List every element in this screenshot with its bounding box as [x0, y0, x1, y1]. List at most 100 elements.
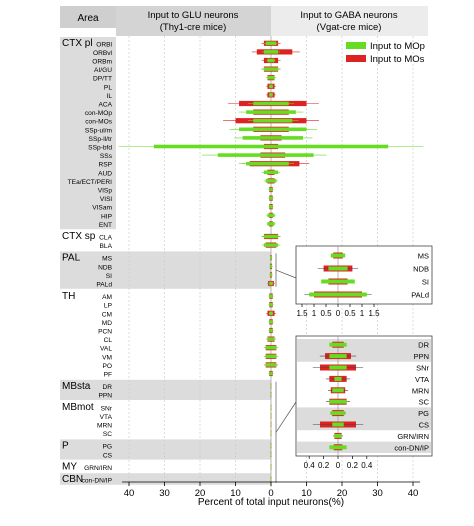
- glu-header-box: [116, 6, 271, 36]
- row-label: MRN: [97, 423, 112, 430]
- inset-row-label: SNr: [416, 364, 429, 373]
- inset-bar-mop: [329, 445, 347, 450]
- legend-swatch-mos: [346, 55, 366, 62]
- row-label: NDB: [98, 264, 113, 271]
- group-label: MY: [62, 462, 77, 473]
- row-label: SSs: [100, 153, 113, 160]
- inset-row-label: MS: [418, 252, 429, 261]
- inset-tick-label: 0: [336, 309, 341, 318]
- tick-label: 10: [230, 488, 241, 499]
- gaba-header-box: [271, 6, 428, 36]
- row-label: CM: [102, 311, 112, 318]
- inset-tick-label: 0: [336, 461, 341, 470]
- inset-row-label: MRN: [412, 386, 429, 395]
- inset-bar-mop: [329, 354, 347, 359]
- group-label: TH: [62, 291, 75, 302]
- inset-band: [297, 441, 431, 453]
- inset-bar-mop: [329, 399, 347, 404]
- tick-label: 40: [408, 488, 419, 499]
- row-label: PO: [102, 363, 112, 370]
- area-header-box: [60, 6, 116, 28]
- x-axis: 40 30 20 10 0 10 20 30 40: [121, 481, 421, 499]
- row-label: LP: [104, 303, 113, 310]
- row-label: con-MOp: [85, 110, 112, 117]
- row-label: SI: [106, 273, 112, 280]
- row-label: RSP: [98, 162, 112, 169]
- row-label: BLA: [100, 243, 113, 250]
- inset-row-label: SC: [419, 398, 430, 407]
- tick-label: 40: [124, 488, 135, 499]
- legend-label-mos: Input to MOs: [370, 54, 425, 65]
- row-label: VISp: [98, 188, 113, 195]
- inset-tick-label: 0.4: [304, 461, 316, 470]
- inset-row-label: PALd: [411, 291, 429, 300]
- tick-label: 20: [195, 488, 206, 499]
- row-label: AI/GU: [94, 67, 112, 74]
- group-band: [60, 439, 271, 460]
- inset-bar-mop: [330, 253, 346, 258]
- tick-label: 30: [159, 488, 170, 499]
- inset-bar-mop: [329, 365, 347, 370]
- row-label: CLA: [99, 235, 112, 242]
- row-label: CL: [104, 337, 113, 344]
- row-label: DP/TT: [93, 76, 112, 83]
- group-band: [60, 37, 116, 230]
- group-label: CTX sp: [62, 231, 96, 242]
- group-label: CBN: [62, 474, 83, 485]
- row-label: SSp-bfd: [88, 145, 112, 152]
- legend-swatch-mop: [346, 42, 366, 49]
- row-label: HIP: [101, 213, 113, 220]
- row-label: AM: [102, 294, 112, 301]
- inset-row-label: DR: [418, 341, 429, 350]
- inset-band: [297, 339, 431, 362]
- inset-tick-label: 1.5: [368, 309, 380, 318]
- row-label: GRN/IRN: [84, 465, 112, 472]
- tick-label: 0: [268, 488, 273, 499]
- row-label: con-MOs: [85, 119, 112, 126]
- inset-bar-mop: [332, 388, 344, 393]
- row-label: ORBl: [96, 41, 112, 48]
- row-label: PALd: [96, 282, 112, 289]
- inset-bar-mop: [332, 422, 344, 427]
- connector-mb: [275, 401, 297, 433]
- legend-label-mop: Input to MOp: [370, 41, 425, 52]
- bars: [118, 40, 424, 483]
- row-label: PPN: [98, 393, 112, 400]
- row-label: CS: [103, 452, 113, 459]
- inset-row-label: VTA: [415, 375, 429, 384]
- inset-bar-mop: [334, 433, 342, 438]
- gaba-title: Input to GABA neurons: [300, 10, 397, 21]
- inset-tick-label: 0.2: [318, 461, 330, 470]
- group-label: MBmot: [62, 402, 94, 413]
- gaba-subtitle: (Vgat-cre mice): [317, 22, 382, 33]
- inset-band: [297, 407, 431, 431]
- row-label: PF: [104, 372, 112, 379]
- row-label: PCN: [98, 329, 112, 336]
- row-label: con-DN/IP: [82, 478, 113, 485]
- inset-tick-label: 0.5: [320, 309, 332, 318]
- area-header: Area: [77, 13, 99, 24]
- group-band: [60, 251, 271, 289]
- row-label: MS: [102, 256, 112, 263]
- inset-bar-mop: [330, 411, 346, 416]
- glu-title: Input to GLU neurons: [148, 10, 239, 21]
- row-label: SSp-ul/m: [85, 127, 113, 134]
- inset-tick-label: 1: [360, 309, 365, 318]
- row-label: ORBm: [92, 59, 112, 66]
- tick-label: 20: [337, 488, 348, 499]
- group-band: [60, 473, 271, 485]
- inset-row-label: GRN/IRN: [397, 432, 429, 441]
- row-label: IL: [107, 93, 113, 100]
- group-band: [60, 379, 271, 400]
- inset-tick-label: 1.5: [296, 309, 308, 318]
- group-label: P: [62, 440, 69, 451]
- inset-row-label: PPN: [414, 352, 429, 361]
- row-label: SNr: [101, 405, 113, 412]
- inset-bar-mop: [334, 376, 342, 381]
- row-label: TEa/ECT/PERI: [68, 179, 113, 186]
- row-label: ACA: [98, 102, 112, 109]
